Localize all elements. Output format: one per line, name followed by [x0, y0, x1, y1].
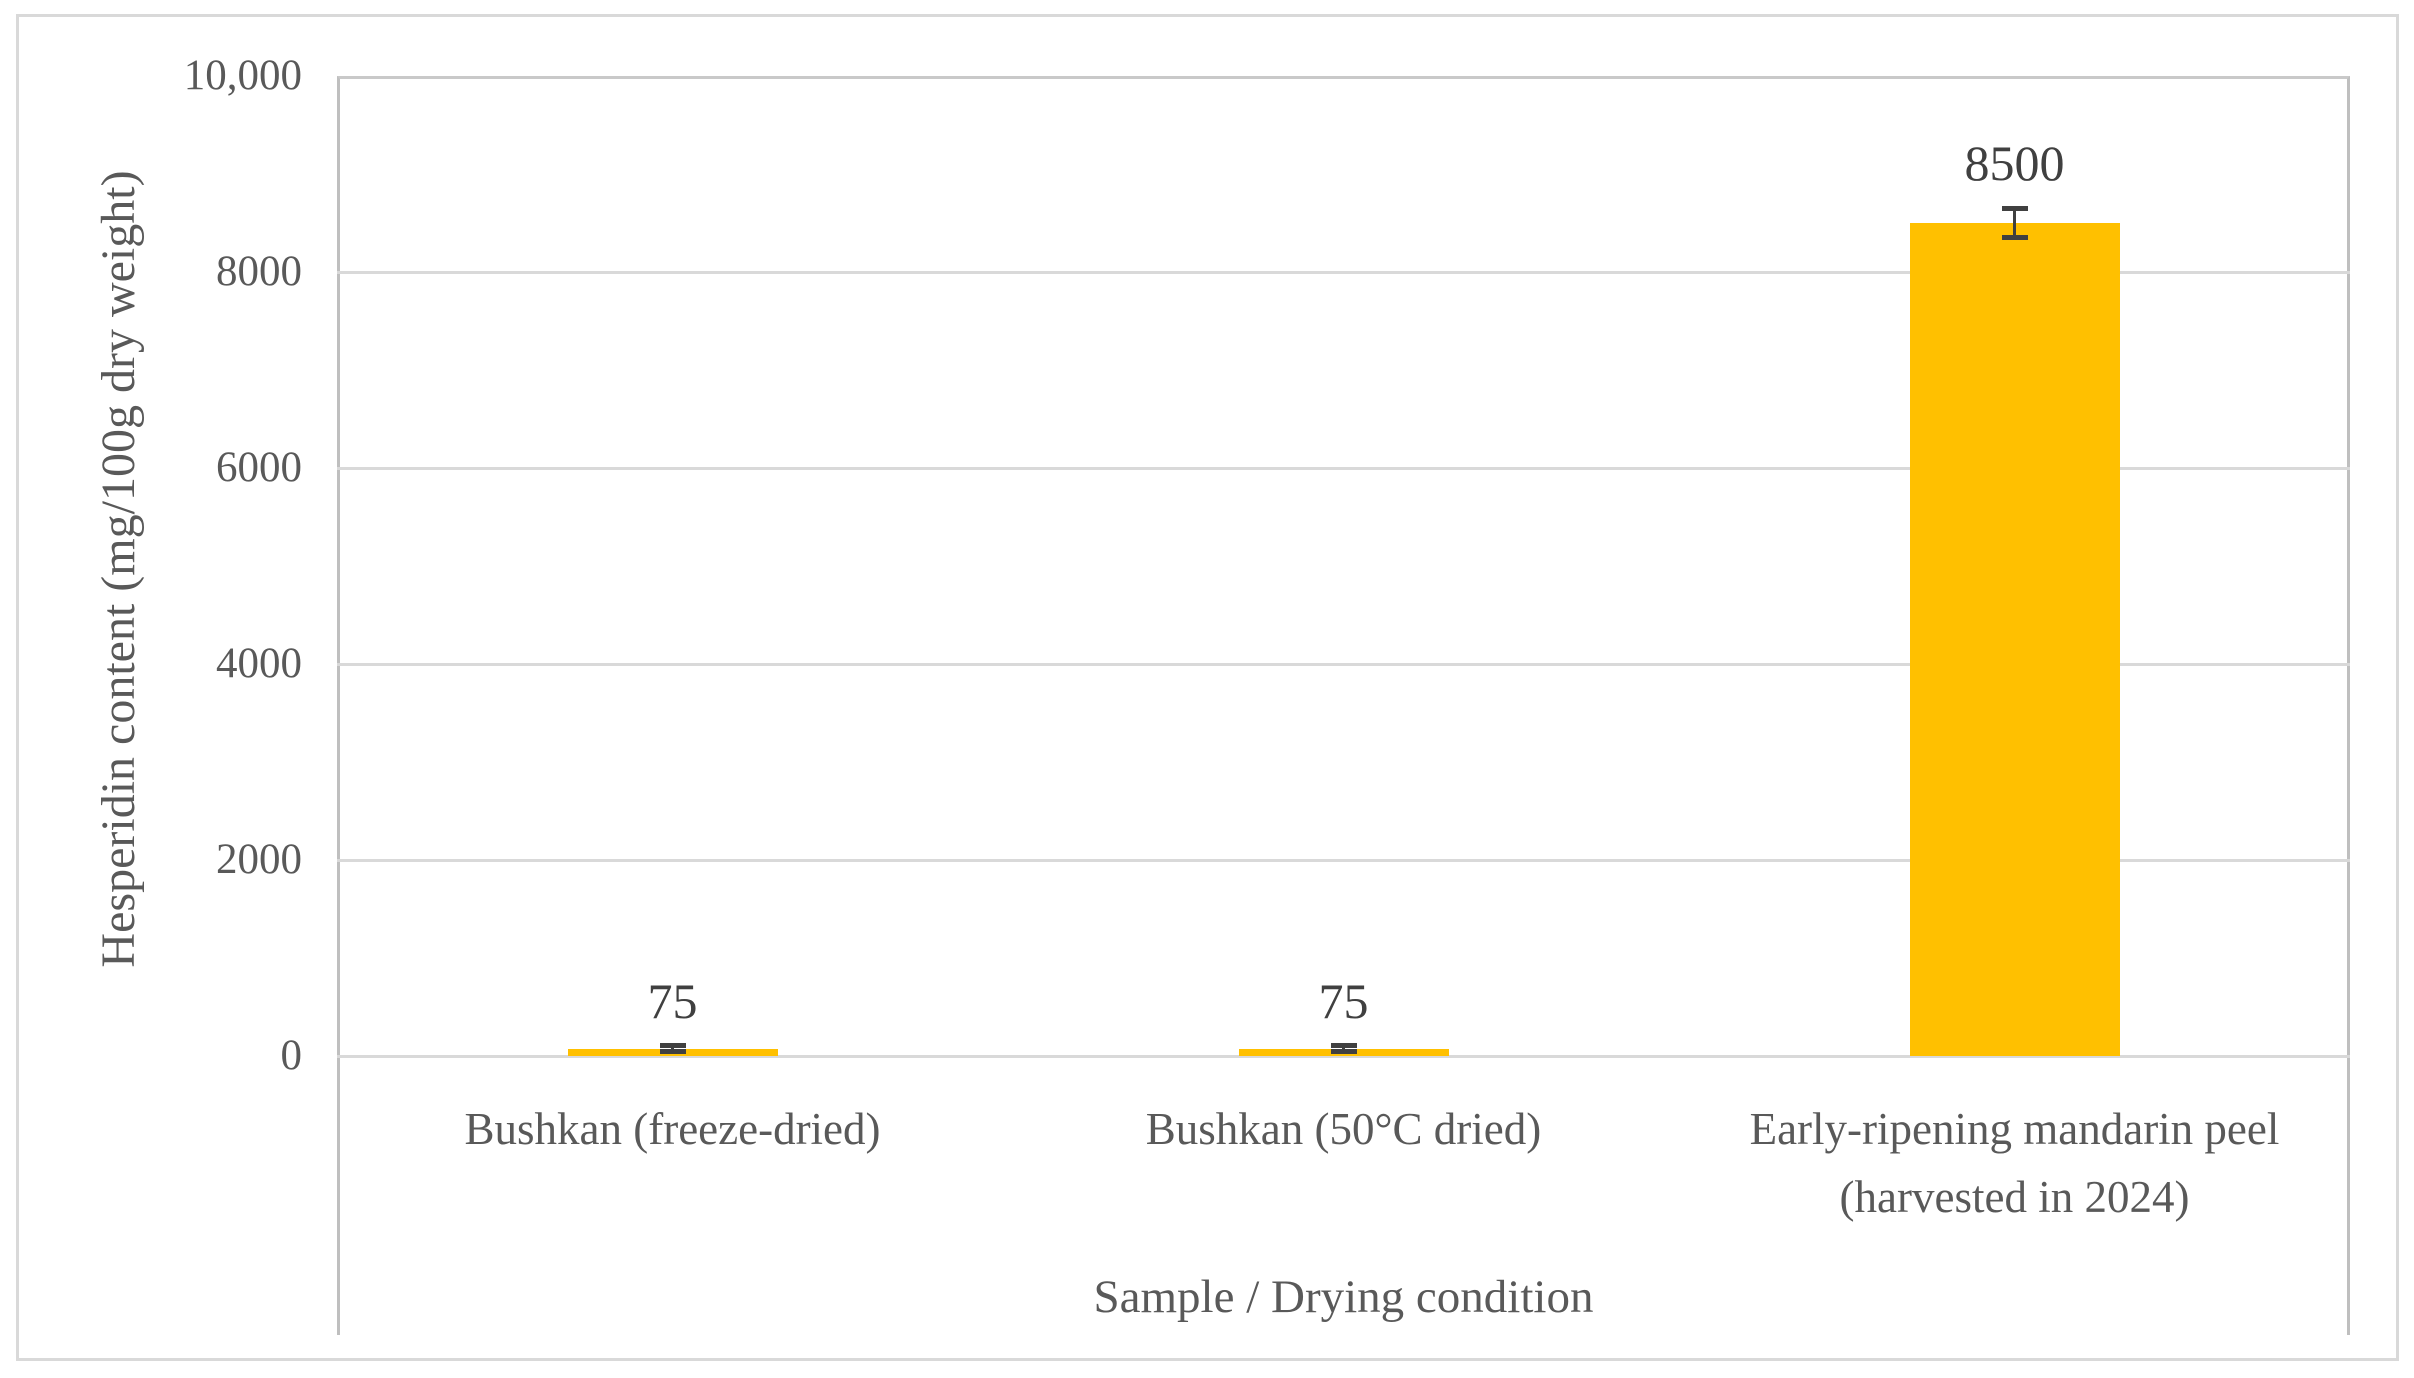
- error-bar-whisker: [671, 1045, 674, 1052]
- gridline: [337, 467, 2350, 470]
- gridline: [337, 271, 2350, 274]
- category-label: Bushkan (50°C dried): [1145, 1104, 1542, 1154]
- y-axis-title: Hesperidin content (mg/100g dry weight): [92, 170, 145, 968]
- error-bar-whisker: [1342, 1045, 1345, 1052]
- bar: [1909, 223, 2120, 1056]
- error-bar-whisker: [2013, 208, 2016, 238]
- y-tick-label: 8000: [216, 248, 302, 295]
- gridline: [337, 663, 2350, 666]
- error-bar-cap: [1330, 1049, 1357, 1055]
- category-label: Early-ripening mandarin peel (harvested …: [1749, 1104, 2280, 1222]
- error-bar-cap: [1330, 1043, 1357, 1049]
- y-tick-label: 4000: [216, 640, 302, 687]
- error-bar-cap: [659, 1049, 686, 1055]
- y-tick-label: 10,000: [183, 52, 302, 99]
- error-bar-cap: [2001, 235, 2028, 241]
- error-bar-cap: [2001, 205, 2028, 211]
- gridline: [337, 859, 2350, 862]
- plot-frame: [337, 76, 2350, 1335]
- y-tick-label: 2000: [216, 836, 302, 883]
- y-tick-label: 0: [280, 1032, 303, 1079]
- data-label: 8500: [1964, 135, 2065, 192]
- y-tick-label: 6000: [216, 444, 302, 491]
- data-label: 75: [1318, 972, 1369, 1029]
- gridline: [337, 1055, 2350, 1058]
- data-label: 75: [647, 972, 698, 1029]
- x-axis-title: Sample / Drying condition: [1093, 1271, 1594, 1323]
- error-bar-cap: [659, 1043, 686, 1049]
- category-label: Bushkan (freeze-dried): [464, 1104, 881, 1154]
